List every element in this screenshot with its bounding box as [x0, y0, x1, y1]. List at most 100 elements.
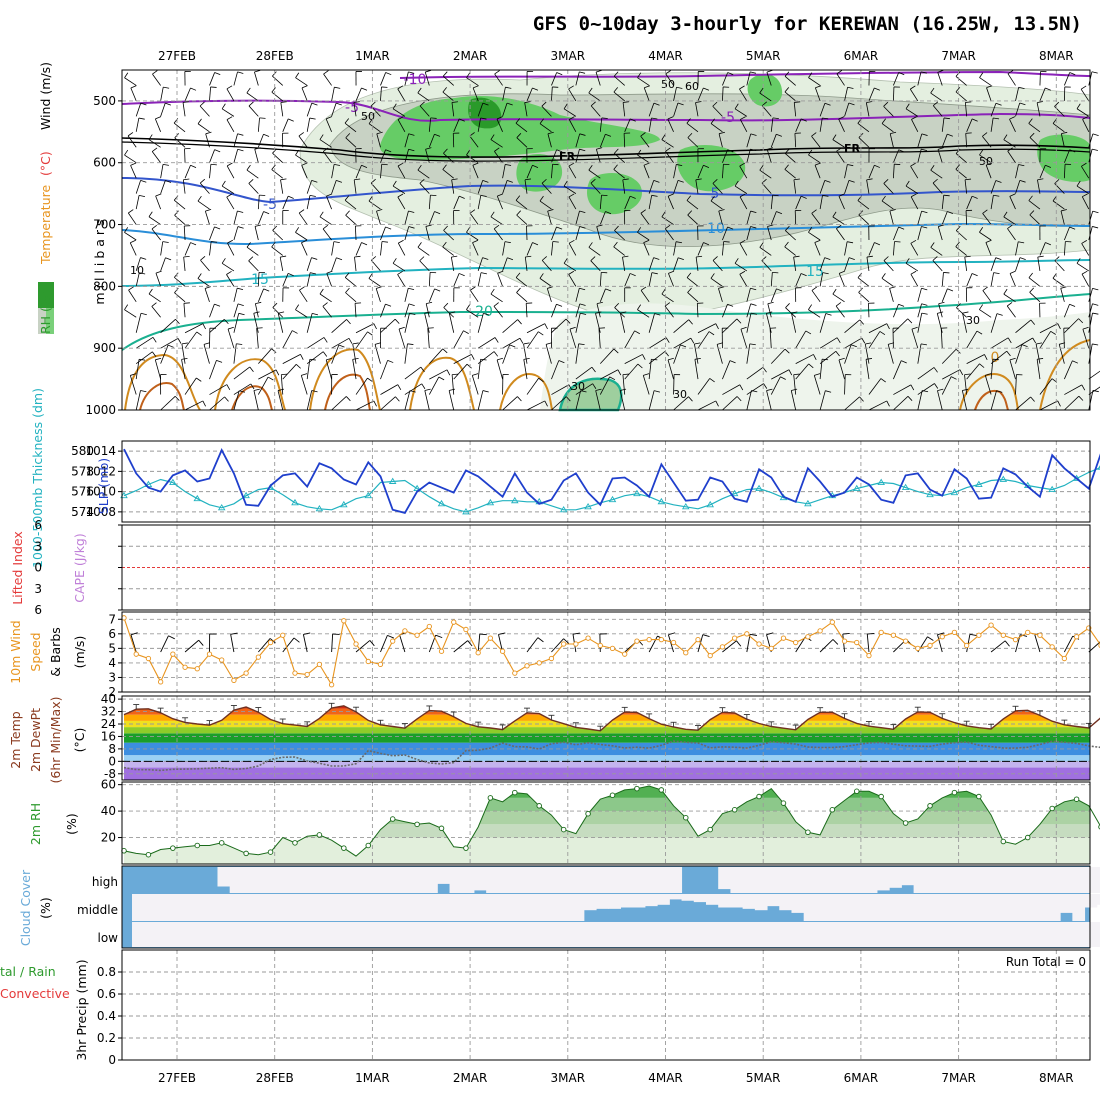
wind-barb-flag — [1080, 85, 1087, 90]
wind-barb-flag — [800, 118, 807, 122]
wind-barb-flag — [848, 179, 855, 183]
wind-barb — [472, 165, 479, 179]
wind-barb-flag — [227, 239, 233, 244]
wind-barb — [477, 351, 495, 364]
wind-barb-flag — [910, 85, 916, 90]
thickness-marker — [169, 478, 177, 485]
wind-barb-flag — [815, 85, 822, 89]
wind-barb — [595, 149, 601, 163]
panel-frame — [121, 69, 1091, 411]
cloud-clear-bar — [950, 894, 963, 921]
wind-barb-flag — [226, 384, 231, 390]
wind-barb-flag — [434, 211, 441, 215]
wind-barb — [932, 105, 943, 117]
wind-barb — [964, 179, 968, 194]
wind-barb-flag — [592, 383, 597, 389]
wind-barb-flag — [766, 632, 774, 636]
wind-barb — [1081, 166, 1090, 179]
wind-barb — [1064, 384, 1083, 395]
wind-barb-flag — [694, 358, 701, 360]
wind-barb-flag — [190, 87, 197, 91]
wind-barb-flag — [1060, 209, 1067, 212]
wind-barb-flag — [124, 72, 129, 78]
rh-contour-label: 30 — [571, 380, 585, 393]
wind-barb-flag — [407, 343, 414, 345]
wind-barb — [233, 383, 252, 395]
wind-barb — [1039, 331, 1052, 349]
wind-barb — [135, 180, 141, 194]
wind-barb — [905, 263, 919, 272]
wind-barb-flag — [686, 272, 692, 278]
wind-barb — [451, 374, 455, 395]
wind-barb-flag — [368, 273, 373, 279]
wind-barb-flag — [993, 194, 1000, 197]
wind-barb-flag — [224, 396, 229, 402]
wind-barb-flag — [793, 178, 800, 181]
wind-barb — [718, 210, 723, 225]
wind-barb — [940, 328, 943, 349]
wind-barb-flag — [326, 357, 333, 361]
wind-barb-flag — [298, 132, 305, 137]
wind-barb-flag — [890, 131, 897, 135]
cloud-clear-bar — [351, 894, 365, 921]
wind-barb — [836, 150, 845, 163]
cloud-clear-bar — [400, 922, 414, 947]
wind-barb — [226, 165, 235, 179]
wind-barb — [209, 86, 212, 101]
wind-barb — [124, 154, 137, 164]
wind-barb-flag — [140, 257, 147, 260]
wind-barb-flag — [409, 312, 416, 316]
wind-speed-point — [377, 661, 384, 668]
wind-barb — [541, 105, 552, 117]
wind-barb-flag — [703, 242, 710, 246]
wind-barb-flag — [493, 224, 500, 230]
wind-barb-flag — [959, 369, 964, 376]
wind-barb — [254, 226, 259, 241]
cloud-clear-bar — [583, 922, 597, 947]
wind-speed-point — [1012, 636, 1019, 643]
wind-barb — [1029, 214, 1041, 225]
wind-barb — [622, 374, 626, 395]
y-tick-label: 3 — [34, 539, 42, 553]
wind-barb-flag — [199, 178, 206, 184]
wind-barb — [835, 305, 845, 318]
wind-barb — [160, 180, 166, 194]
wind-barb — [404, 210, 409, 225]
cloud-clear-bar — [571, 922, 585, 947]
cloud-clear-bar — [938, 867, 951, 893]
rh-point — [1000, 838, 1007, 845]
wind-barb — [184, 400, 204, 411]
wind-barb — [588, 92, 601, 102]
wind-barb — [221, 262, 235, 272]
wind-barb-flag — [326, 193, 333, 197]
wind-barb-flag — [224, 319, 229, 325]
wind-barb — [380, 241, 383, 256]
wind-barb — [966, 196, 973, 210]
slp-line — [123, 448, 1100, 514]
cloud-clear-bar — [852, 922, 866, 947]
wind-barb-flag — [955, 87, 961, 93]
wind-barb — [344, 122, 357, 133]
wind-barb — [209, 241, 212, 256]
cloud-clear-bar — [986, 922, 1000, 947]
rh-point — [341, 845, 347, 851]
cloud-clear-bar — [486, 867, 499, 893]
wind-barb-flag — [922, 390, 929, 393]
wind-barb-flag — [613, 87, 619, 93]
wind-barb-flag — [174, 287, 179, 293]
wind-barb-flag — [237, 133, 244, 136]
wind-barb-flag — [376, 131, 383, 135]
wind-barb-flag — [525, 255, 532, 258]
wind-barb — [955, 246, 967, 256]
wind-barb — [453, 330, 464, 349]
wind-barb — [539, 123, 552, 133]
wind-barb-flag — [409, 390, 416, 393]
wind-barb — [1009, 119, 1016, 132]
wind-barb-flag — [373, 323, 377, 330]
cloud-clear-bar — [535, 894, 548, 921]
wind-barb-flag — [479, 633, 487, 636]
wind-barb — [233, 288, 238, 302]
wind-barb-flag — [708, 331, 715, 336]
